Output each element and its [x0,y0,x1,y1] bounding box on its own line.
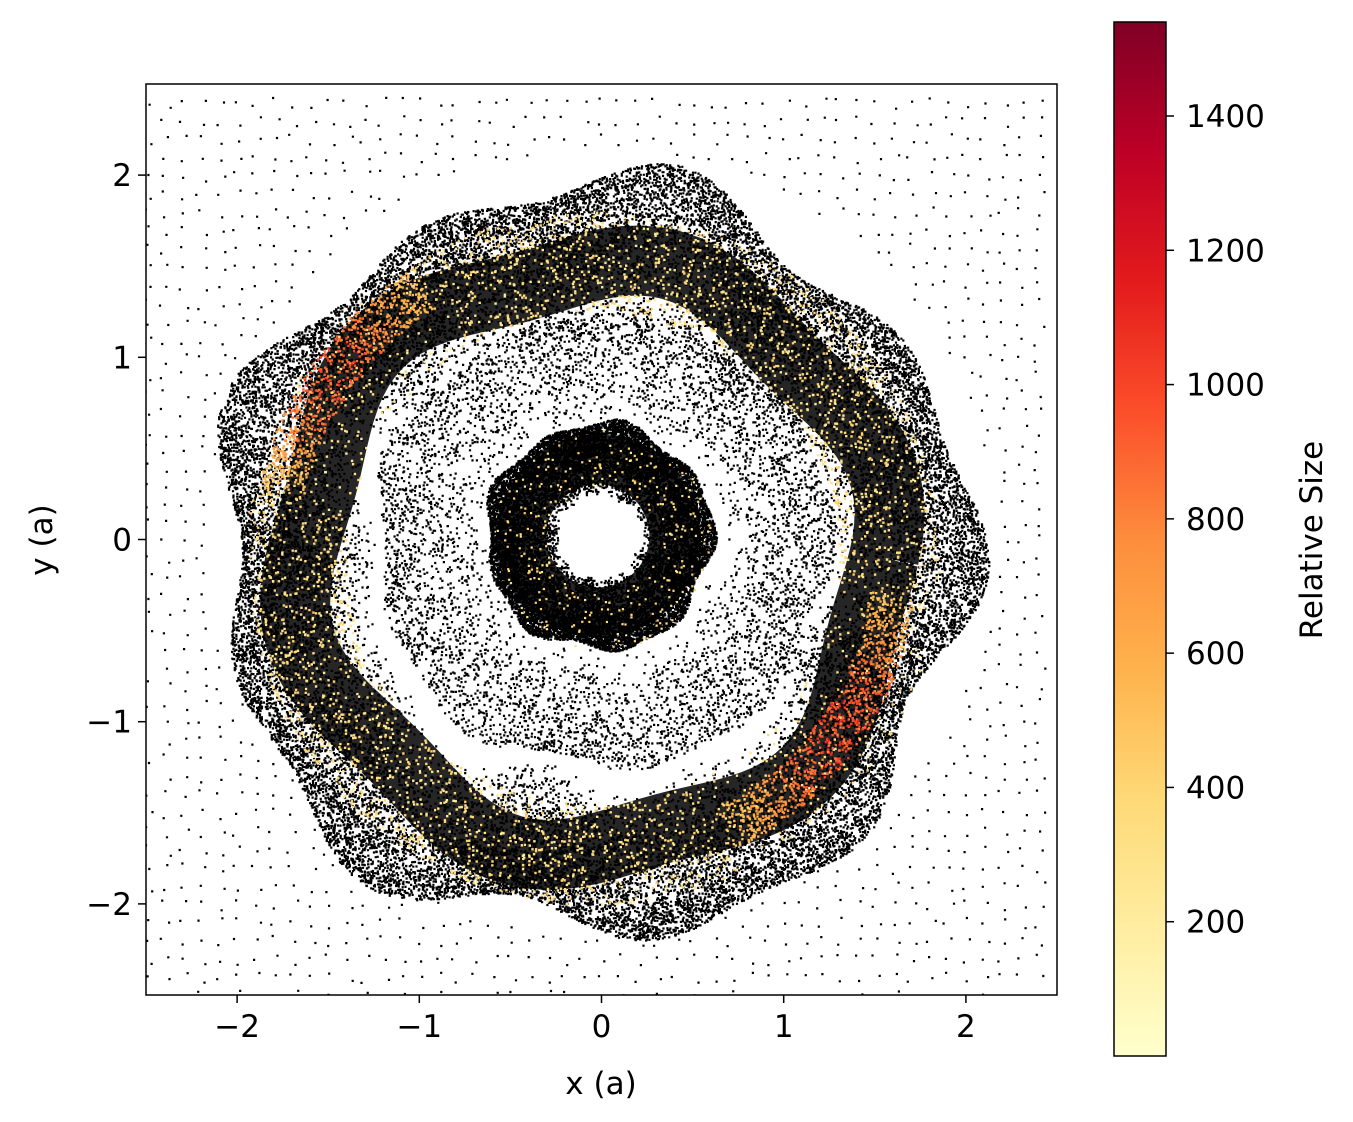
y-tick-label: 2 [112,158,132,194]
outer-ring-band [260,225,925,891]
y-tick-label: 0 [112,523,132,559]
x-axis-label: x (a) [565,1066,636,1102]
colorbar-tick-label: 800 [1186,502,1245,538]
plot-area [146,96,1047,995]
colorbar-label: Relative Size [1294,441,1330,640]
y-axis-ticks: −2 −1 0 1 2 [86,158,146,923]
x-axis-ticks: −2 −1 0 1 2 [214,995,976,1045]
x-tick-label: 0 [592,1009,612,1045]
colorbar-gradient [1114,22,1166,1056]
colorbar-tick-label: 1400 [1186,99,1265,135]
colorbar-tick-label: 1200 [1186,233,1265,269]
y-tick-label: −1 [86,705,132,741]
scatter-points [146,96,1047,995]
colorbar-tick-label: 1000 [1186,368,1265,404]
gap-points [377,306,840,771]
y-axis-label: y (a) [24,504,60,575]
y-tick-label: 1 [112,340,132,376]
x-tick-label: 1 [774,1009,794,1045]
colorbar: 200 400 600 800 1000 1200 1400 Relative Size [1113,21,1330,1057]
colorbar-tick-label: 400 [1186,770,1245,806]
colorbar-tick-label: 200 [1186,905,1245,941]
x-tick-label: −2 [214,1009,260,1045]
colorbar-ticks: 200 400 600 800 1000 1200 1400 [1166,99,1265,941]
colorbar-frame [1113,21,1167,1057]
colorbar-tick-label: 600 [1186,636,1245,672]
y-tick-label: −2 [86,887,132,923]
x-tick-label: −1 [396,1009,442,1045]
x-tick-label: 2 [956,1009,976,1045]
